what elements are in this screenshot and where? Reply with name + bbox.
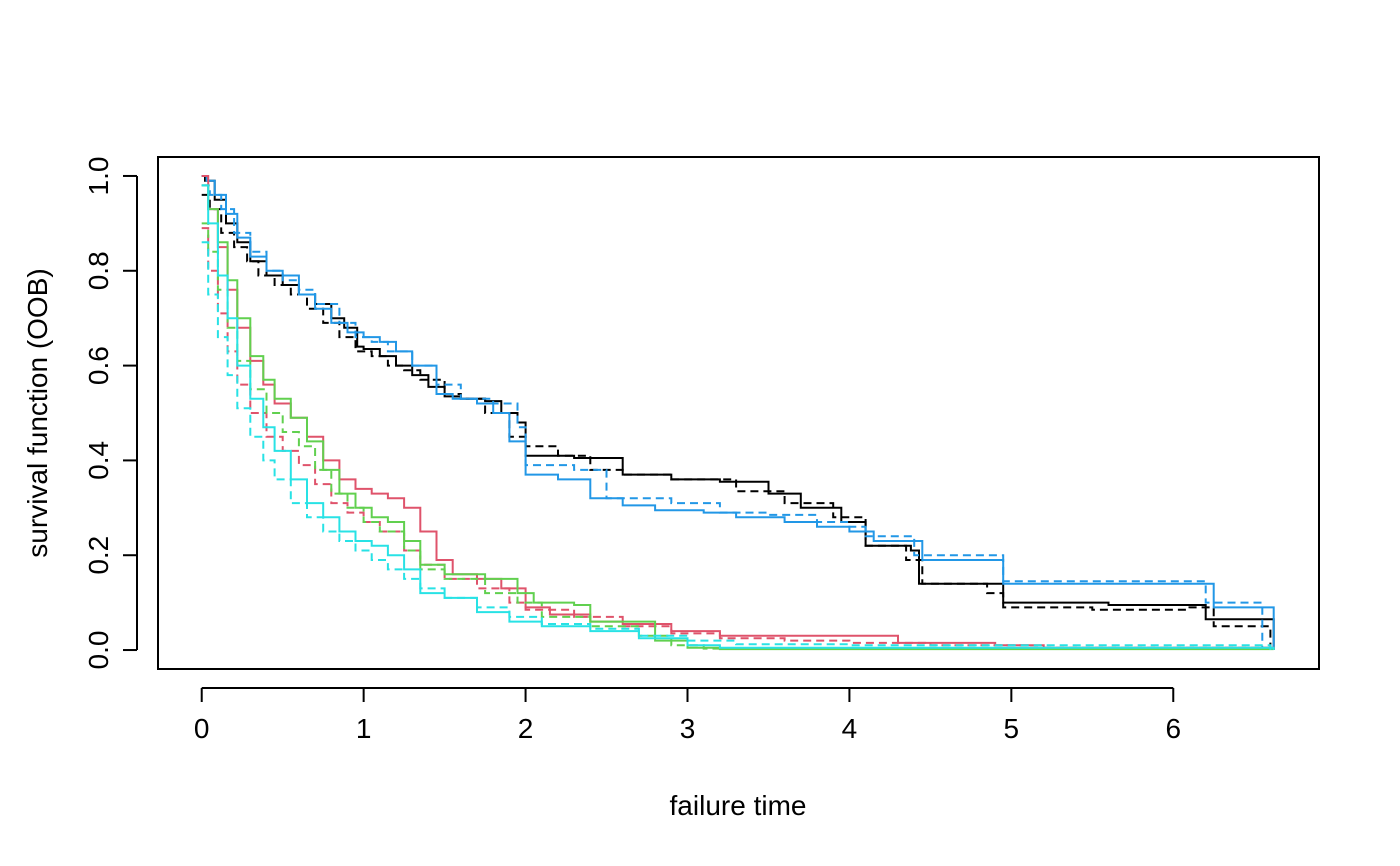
y-tick-label: 0.4 <box>83 441 114 480</box>
x-tick-label: 3 <box>680 713 696 744</box>
x-tick-label: 5 <box>1004 713 1020 744</box>
x-tick-label: 2 <box>518 713 534 744</box>
series-line-10 <box>201 241 1272 650</box>
y-tick-label: 0.8 <box>83 251 114 290</box>
y-tick-label: 0.0 <box>83 631 114 670</box>
y-tick-label: 0.6 <box>83 346 114 385</box>
plot-frame <box>157 156 1320 670</box>
y-tick-label: 0.2 <box>83 536 114 575</box>
x-tick-label: 6 <box>1165 713 1181 744</box>
y-axis: 0.0 0.2 0.4 0.6 0.8 1.0 <box>83 157 138 670</box>
series-line-7 <box>201 184 1275 651</box>
x-tick-label: 1 <box>356 713 372 744</box>
series-line-2 <box>201 193 1272 650</box>
series-layer <box>201 175 1275 651</box>
x-tick-label: 4 <box>842 713 858 744</box>
x-tick-label: 0 <box>194 713 210 744</box>
y-tick-label: 1.0 <box>83 157 114 196</box>
y-axis-title: survival function (OOB) <box>22 268 53 557</box>
series-line-9 <box>201 184 1275 650</box>
x-axis-title: failure time <box>670 790 807 821</box>
x-axis: 0 1 2 3 4 5 6 <box>194 687 1181 744</box>
